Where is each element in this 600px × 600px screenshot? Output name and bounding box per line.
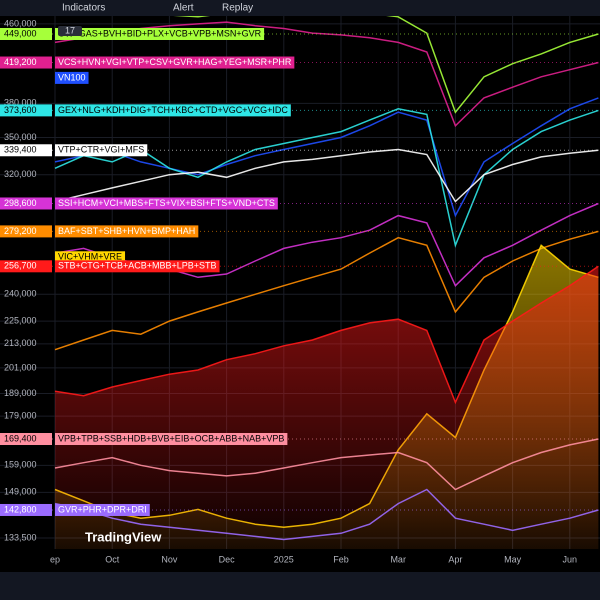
- y-tick-label: 350,000: [4, 132, 37, 142]
- toolbar: [0, 0, 600, 16]
- price-label: 339,400: [4, 145, 37, 155]
- y-tick-label: 460,000: [4, 18, 37, 28]
- line: [163, 15, 599, 114]
- legend-label: VN100: [58, 72, 86, 82]
- name-box: [55, 56, 295, 69]
- price-label: 256,700: [4, 261, 37, 271]
- price-label: 169,400: [4, 433, 37, 443]
- y-tick-label: 380,000: [4, 98, 37, 108]
- y-tick-label: 225,000: [4, 315, 37, 325]
- price-box: [0, 433, 52, 446]
- toolbar-replay[interactable]: Replay: [222, 3, 253, 14]
- line: [54, 265, 599, 405]
- toolbar-indicators[interactable]: Indicators: [62, 3, 105, 14]
- y-tick-label: 320,000: [4, 169, 37, 179]
- x-tick-label: ep: [50, 554, 60, 564]
- bottom-bar: [0, 572, 600, 600]
- price-label: 298,600: [4, 198, 37, 208]
- y-tick-label: 159,000: [4, 460, 37, 470]
- name-box: [55, 433, 288, 446]
- name-box: [55, 71, 89, 84]
- legend-label: VCS+HVN+VGI+VTP+CSV+GVR+HAG+YEG+MSR+PHR: [58, 57, 292, 67]
- price-label: 419,200: [4, 57, 37, 67]
- x-tick-label: Apr: [448, 554, 462, 564]
- y-tick-label: 189,000: [4, 388, 37, 398]
- x-tick-label: Jun: [563, 554, 578, 564]
- area: [55, 266, 599, 549]
- price-box: [0, 197, 52, 210]
- y-tick-label: 179,000: [4, 410, 37, 420]
- y-tick-label: 201,000: [4, 362, 37, 372]
- labels: 460,000 380,000 350,000 320,000 240,000 225,0…: [0, 18, 295, 542]
- x-tick-label: Oct: [105, 554, 120, 564]
- x-tick-label: Mar: [390, 554, 406, 564]
- price-box: [0, 260, 52, 273]
- price-box: [0, 225, 52, 238]
- legend-label: SSI+HCM+VCI+MBS+FTS+VIX+BSI+FTS+VND+CTS: [58, 198, 275, 208]
- line: [54, 230, 599, 351]
- price-box: [0, 144, 52, 157]
- y-tick-label: 133,500: [4, 532, 37, 542]
- legend-label: BAF+SBT+SHB+HVN+BMP+HAH: [58, 226, 195, 236]
- x-tick-label: Nov: [161, 554, 178, 564]
- x-tick-label: Feb: [333, 554, 349, 564]
- line: [54, 438, 599, 491]
- x-tick-label: May: [504, 554, 522, 564]
- name-box: [55, 503, 150, 516]
- name-box: [55, 144, 148, 157]
- y-tick-label: 213,000: [4, 338, 37, 348]
- x-tick-label: 2025: [274, 554, 294, 564]
- price-label: 449,000: [4, 28, 37, 38]
- price-label: 142,800: [4, 504, 37, 514]
- legend-label: VPB+TPB+SSB+HDB+BVB+EIB+OCB+ABB+NAB+VPB: [58, 433, 284, 443]
- price-box: [0, 27, 52, 40]
- x-axis: ep Oct Nov Dec 2025 Feb Mar Apr May Jun: [50, 554, 577, 564]
- price-label: 279,200: [4, 226, 37, 236]
- price-label: 373,600: [4, 105, 37, 115]
- y-tick-label: 240,000: [4, 289, 37, 299]
- legend-label: OW+GAS+BVH+BID+PLX+VCB+VPB+MSN+GVR: [58, 28, 262, 38]
- legend-label: VTP+CTR+VGI+MFS: [58, 145, 144, 155]
- line: [54, 148, 599, 203]
- toolbar-alert[interactable]: Alert: [173, 3, 194, 14]
- line: [54, 97, 599, 218]
- name-box: [55, 197, 278, 210]
- logo: TradingView: [85, 529, 162, 544]
- badge-text: 17: [65, 25, 75, 35]
- name-box: [55, 225, 199, 238]
- legend-label: GVR+PHR+DPR+DRI: [58, 504, 147, 514]
- name-box: [55, 260, 220, 273]
- legend-label: GEX+NLG+KDH+DIG+TCH+KBC+CTD+VGC+VCG+IDC: [58, 105, 288, 115]
- name-box: [55, 251, 126, 264]
- price-box: [0, 503, 52, 516]
- badge: [58, 26, 82, 36]
- x-tick-label: Dec: [219, 554, 236, 564]
- name-box: [55, 27, 265, 40]
- price-box: [0, 104, 52, 117]
- legend-label: VIC+VHM+VRE: [58, 252, 122, 262]
- legend-label: STB+CTG+TCB+ACB+MBB+LPB+STB: [58, 261, 217, 271]
- line: [54, 488, 599, 541]
- price-box: [0, 56, 52, 69]
- name-box: [55, 104, 291, 117]
- y-tick-label: 149,000: [4, 487, 37, 497]
